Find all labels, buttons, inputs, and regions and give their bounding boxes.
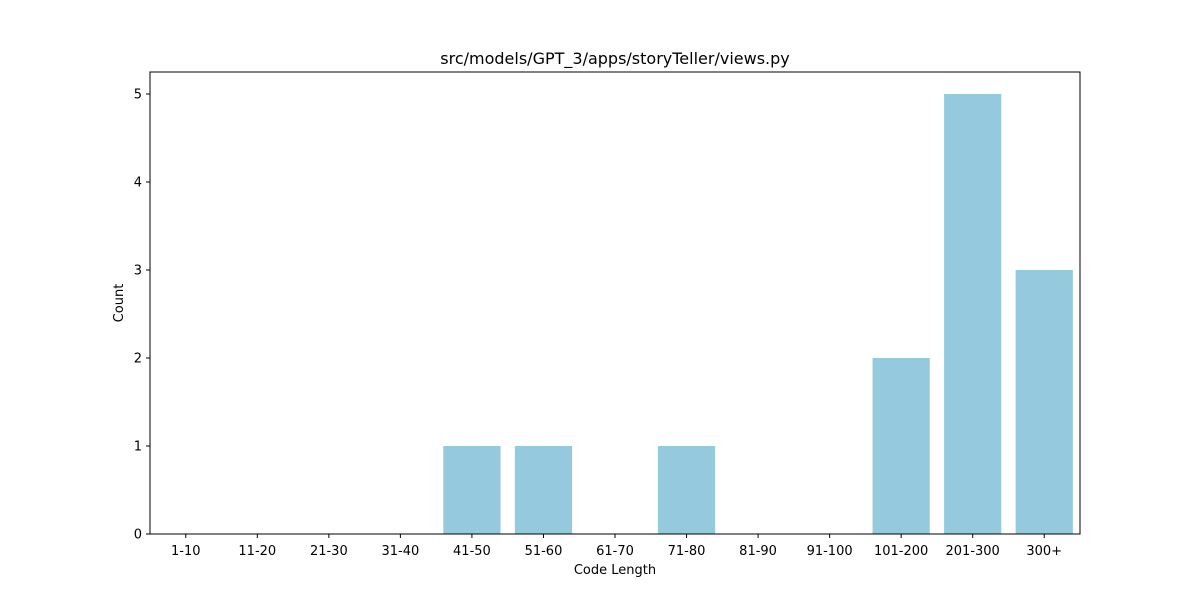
x-tick-label: 71-80 — [668, 544, 706, 559]
x-tick-label: 101-200 — [874, 544, 928, 559]
bar-201-300 — [944, 94, 1002, 534]
x-tick-label: 21-30 — [310, 544, 348, 559]
x-tick-label: 91-100 — [807, 544, 853, 559]
plot-area — [150, 72, 1080, 534]
y-tick-label: 2 — [134, 352, 142, 367]
x-tick-label: 81-90 — [739, 544, 777, 559]
x-tick-label: 1-10 — [171, 544, 201, 559]
x-tick-label: 11-20 — [238, 544, 276, 559]
y-tick-label: 5 — [134, 88, 142, 103]
x-tick-label: 61-70 — [596, 544, 634, 559]
bars-group — [443, 94, 1073, 534]
y-tick-label: 3 — [134, 264, 142, 279]
x-tick-label: 300+ — [1026, 544, 1062, 559]
bar-300+ — [1015, 270, 1073, 534]
x-tick-label: 51-60 — [525, 544, 563, 559]
y-tick-label: 0 — [134, 528, 142, 543]
x-axis-label: Code Length — [574, 563, 656, 578]
x-tick-label: 41-50 — [453, 544, 491, 559]
x-axis: 1-10 11-20 21-30 31-40 41-50 51-60 61-70 71-80 8… — [171, 534, 1062, 559]
bar-41-50 — [443, 446, 501, 534]
y-axis: 0 1 2 3 4 5 — [134, 88, 150, 543]
y-tick-label: 1 — [134, 440, 142, 455]
x-tick-label: 31-40 — [381, 544, 419, 559]
y-axis-label: Count — [112, 284, 127, 323]
x-tick-label: 201-300 — [946, 544, 1000, 559]
plot-frame — [149, 71, 1081, 535]
chart-title: src/models/GPT_3/apps/storyTeller/views.… — [440, 49, 789, 69]
bar-51-60 — [514, 446, 573, 534]
bar-71-80 — [657, 446, 716, 534]
y-tick-label: 4 — [134, 176, 142, 191]
bar-101-200 — [872, 358, 930, 534]
